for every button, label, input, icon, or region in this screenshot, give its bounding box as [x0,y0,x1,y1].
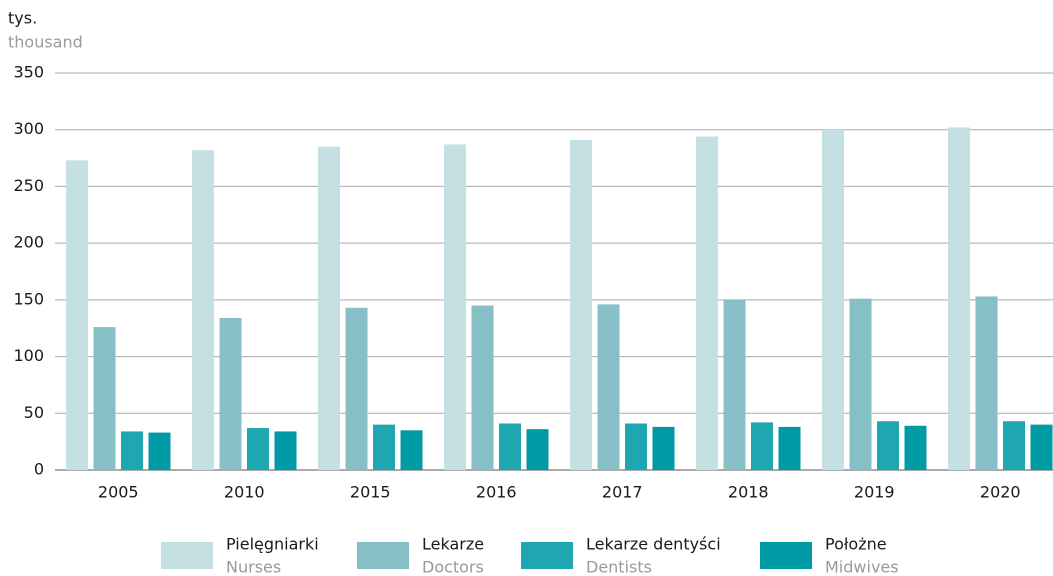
legend-label-en: Nurses [226,558,281,576]
legend-label-en: Doctors [422,558,484,576]
bar [247,428,269,470]
bar [526,429,549,470]
bar [471,305,494,470]
legend-label: Pielęgniarki [226,535,319,554]
bar [1003,421,1025,470]
bar [345,307,368,470]
bar [652,426,675,470]
bar [723,299,746,470]
bar [948,127,970,471]
bar [904,425,927,470]
bar [400,430,423,470]
bar [373,424,395,470]
bar [274,431,297,470]
y-tick-label: 200 [13,233,44,252]
bar [192,150,214,471]
bar [625,423,647,470]
legend-label: Położne [825,535,887,554]
bar [822,129,844,470]
x-tick-label: 2016 [476,483,517,502]
legend-label-en: Midwives [825,558,899,576]
legend-swatch [161,542,213,569]
y-tick-label: 350 [13,63,44,82]
bar [499,423,521,470]
y-tick-label: 0 [34,460,44,479]
legend-label: Lekarze dentyści [586,535,721,554]
bar [570,139,592,470]
bar [751,422,773,470]
x-tick-label: 2019 [854,483,895,502]
bar [121,431,143,470]
bar [696,136,718,470]
bar [849,298,872,470]
y-tick-label: 300 [13,119,44,138]
bar [1030,424,1053,470]
y-tick-label: 250 [13,176,44,195]
y-tick-label: 100 [13,346,44,365]
y-tick-label: 50 [24,403,44,422]
x-tick-label: 2017 [602,483,643,502]
bar [975,296,998,470]
legend-swatch [521,542,573,569]
bar [219,318,242,470]
bar [444,144,466,470]
x-tick-label: 2010 [224,483,265,502]
legend-label: Lekarze [422,535,484,554]
bar [877,421,899,470]
bar [778,426,801,470]
bar [318,146,340,470]
y-axis-label: tys. [8,9,37,28]
x-tick-label: 2005 [98,483,139,502]
bar [93,327,116,470]
legend-swatch [760,542,812,569]
y-tick-label: 150 [13,289,44,308]
x-tick-label: 2020 [980,483,1021,502]
x-tick-label: 2018 [728,483,769,502]
bar [148,432,171,470]
x-tick-label: 2015 [350,483,391,502]
y-axis-label-en: thousand [8,33,83,52]
bar [597,304,620,470]
bar [66,160,88,470]
legend-swatch [357,542,409,569]
legend-label-en: Dentists [586,558,652,576]
